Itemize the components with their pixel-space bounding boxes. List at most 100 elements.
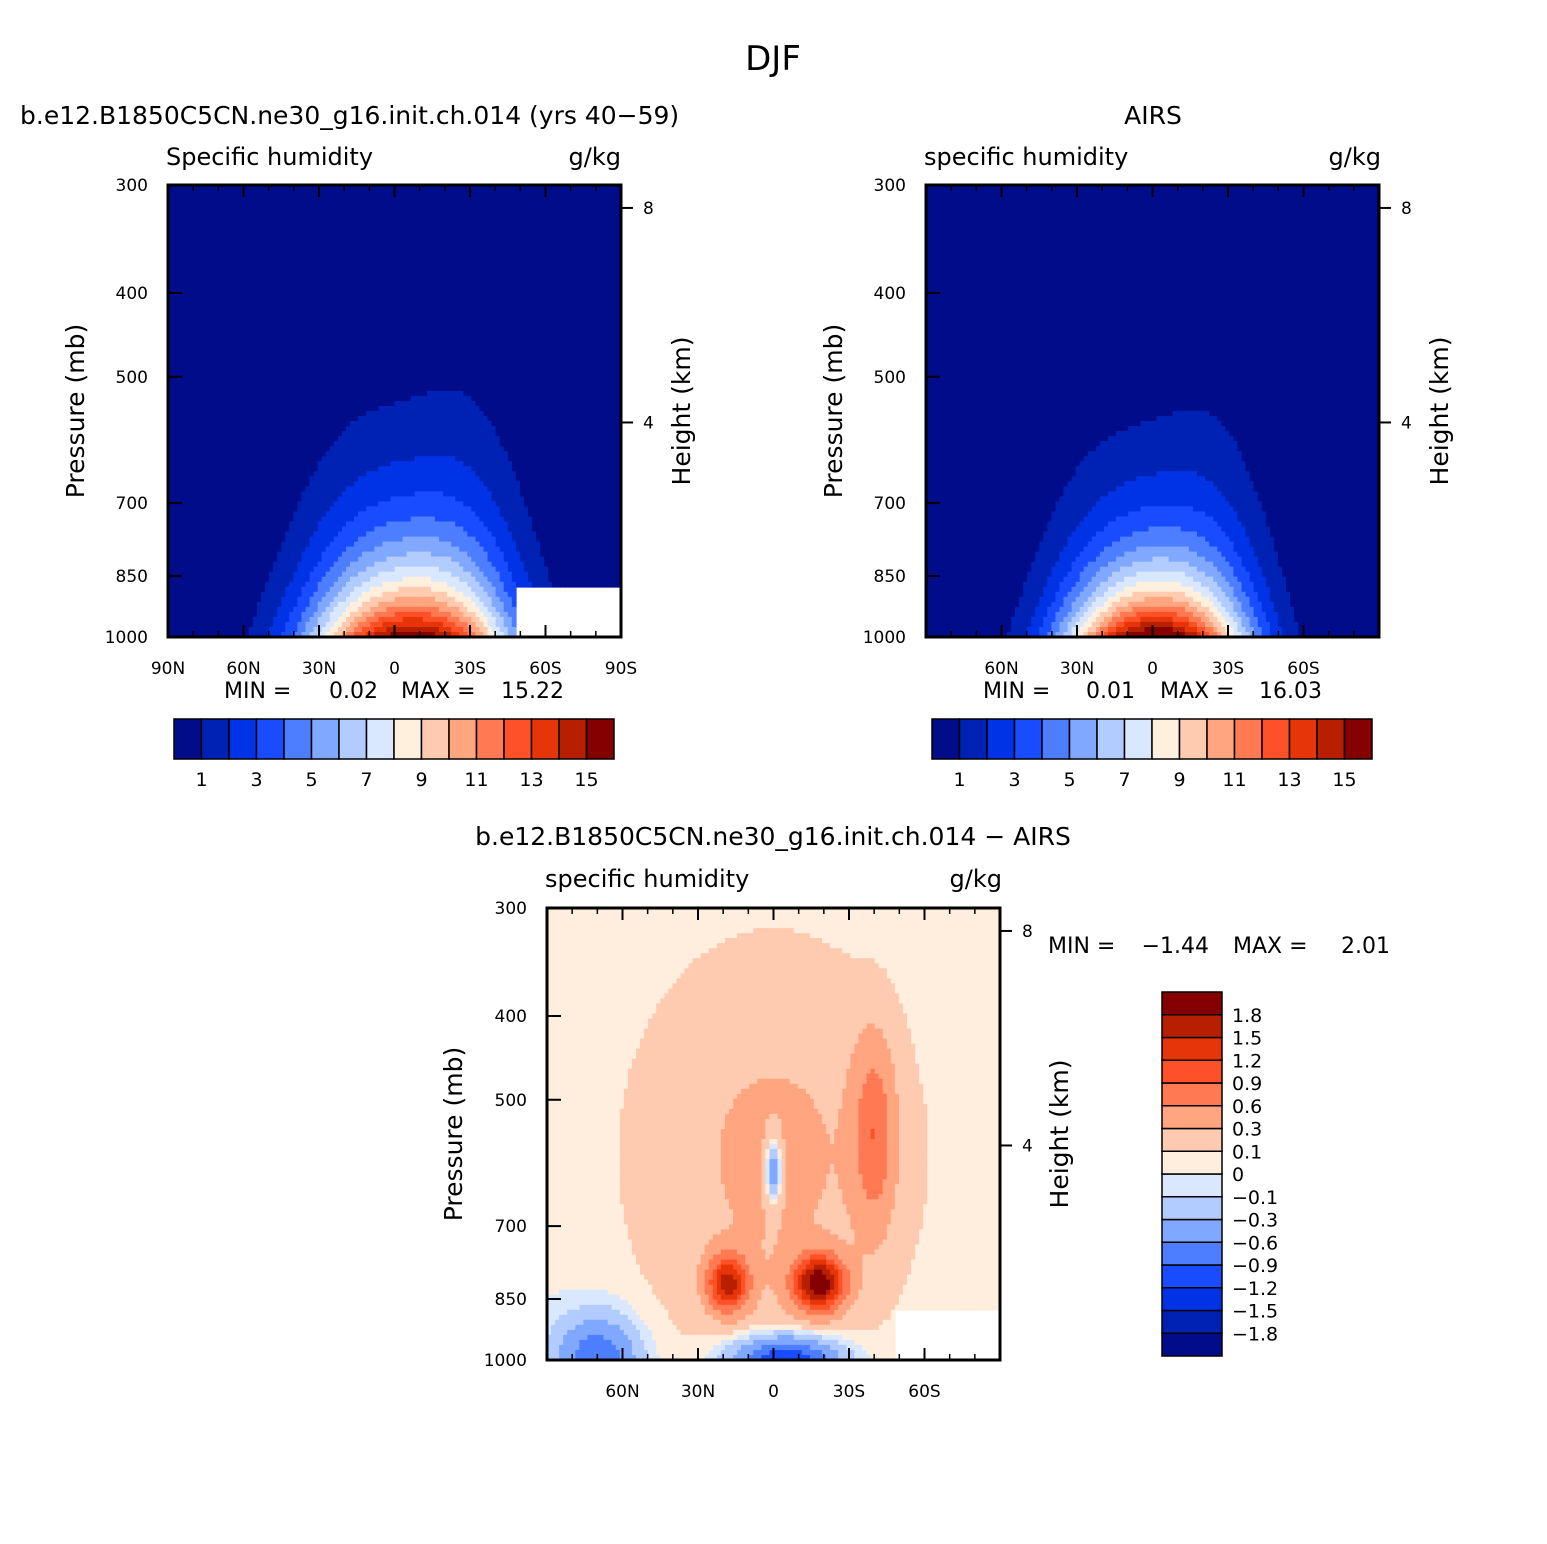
contour-cell (346, 325, 351, 332)
contour-cell (301, 190, 307, 196)
contour-cell (439, 205, 444, 211)
contour-cell (455, 365, 460, 372)
contour-cell (592, 305, 598, 312)
contour-cell (410, 220, 416, 226)
contour-cell (588, 205, 594, 211)
contour-cell (382, 245, 388, 252)
contour-cell (467, 265, 473, 272)
contour-cell (321, 210, 327, 216)
contour-cell (317, 345, 323, 352)
contour-cell (511, 200, 517, 206)
contour-cell (382, 370, 388, 377)
contour-cell (507, 330, 513, 337)
contour-cell (612, 330, 618, 337)
contour-cell (261, 325, 266, 332)
contour-cell (475, 401, 481, 407)
contour-cell (511, 360, 517, 367)
contour-cell (313, 401, 319, 407)
contour-cell (471, 225, 477, 231)
contour-cell (406, 235, 412, 241)
contour-cell (248, 200, 254, 206)
contour-cell (588, 290, 594, 297)
contour-cell (451, 395, 456, 402)
contour-cell (188, 220, 193, 226)
contour-cell (305, 295, 311, 302)
contour-cell (382, 335, 388, 342)
contour-cell (402, 320, 408, 327)
contour-cell (568, 305, 574, 312)
contour-cell (499, 320, 505, 327)
contour-cell (358, 330, 363, 337)
contour-cell (548, 210, 553, 216)
contour-cell (459, 245, 464, 252)
contour-cell (382, 255, 388, 262)
contour-cell (596, 375, 602, 382)
contour-cell (386, 285, 392, 292)
contour-cell (390, 406, 396, 412)
contour-cell (394, 380, 400, 387)
contour-cell (285, 280, 291, 287)
contour-cell (495, 330, 501, 337)
contour-cell (252, 215, 258, 221)
contour-cell (434, 300, 440, 307)
contour-cell (232, 200, 238, 206)
contour-cell (418, 230, 424, 236)
contour-cell (447, 325, 452, 332)
contour-cell (374, 225, 380, 231)
contour-cell (313, 375, 319, 382)
contour-cell (196, 185, 202, 191)
contour-cell (261, 345, 266, 352)
contour-cell (467, 340, 473, 347)
contour-cell (232, 185, 238, 191)
contour-cell (196, 245, 202, 252)
contour-cell (204, 235, 210, 241)
contour-cell (479, 310, 485, 317)
contour-cell (560, 185, 566, 191)
contour-cell (519, 200, 525, 206)
contour-cell (564, 315, 570, 322)
contour-cell (418, 215, 424, 221)
contour-cell (604, 320, 610, 327)
contour-cell (519, 270, 525, 277)
contour-cell (422, 285, 428, 292)
contour-cell (564, 330, 570, 337)
contour-cell (370, 250, 375, 257)
contour-cell (511, 365, 517, 372)
contour-cell (289, 205, 295, 211)
contour-cell (172, 230, 177, 236)
contour-cell (495, 240, 501, 246)
contour-cell (180, 235, 185, 241)
contour-cell (596, 335, 602, 342)
contour-cell (552, 280, 557, 287)
contour-cell (277, 320, 282, 327)
contour-cell (604, 395, 610, 402)
contour-cell (317, 290, 323, 297)
contour-cell (180, 380, 185, 387)
contour-cell (414, 395, 420, 402)
contour-cell (346, 255, 351, 262)
contour-cell (523, 230, 529, 236)
contour-cell (580, 365, 586, 372)
contour-cell (333, 210, 339, 216)
contour-cell (374, 185, 380, 191)
contour-cell (540, 250, 545, 257)
contour-cell (325, 375, 331, 382)
contour-cell (608, 220, 614, 226)
contour-cell (325, 220, 331, 226)
contour-cell (548, 300, 553, 307)
contour-cell (192, 385, 198, 392)
contour-cell (228, 340, 234, 347)
contour-cell (309, 330, 315, 337)
contour-cell (426, 205, 432, 211)
contour-cell (269, 320, 274, 327)
contour-cell (350, 205, 355, 211)
contour-cell (212, 385, 218, 392)
contour-cell (265, 255, 270, 262)
contour-cell (507, 365, 513, 372)
contour-cell (329, 305, 335, 312)
contour-cell (289, 365, 295, 372)
contour-cell (309, 270, 315, 277)
contour-cell (596, 200, 602, 206)
contour-cell (176, 315, 181, 322)
contour-cell (491, 345, 497, 352)
